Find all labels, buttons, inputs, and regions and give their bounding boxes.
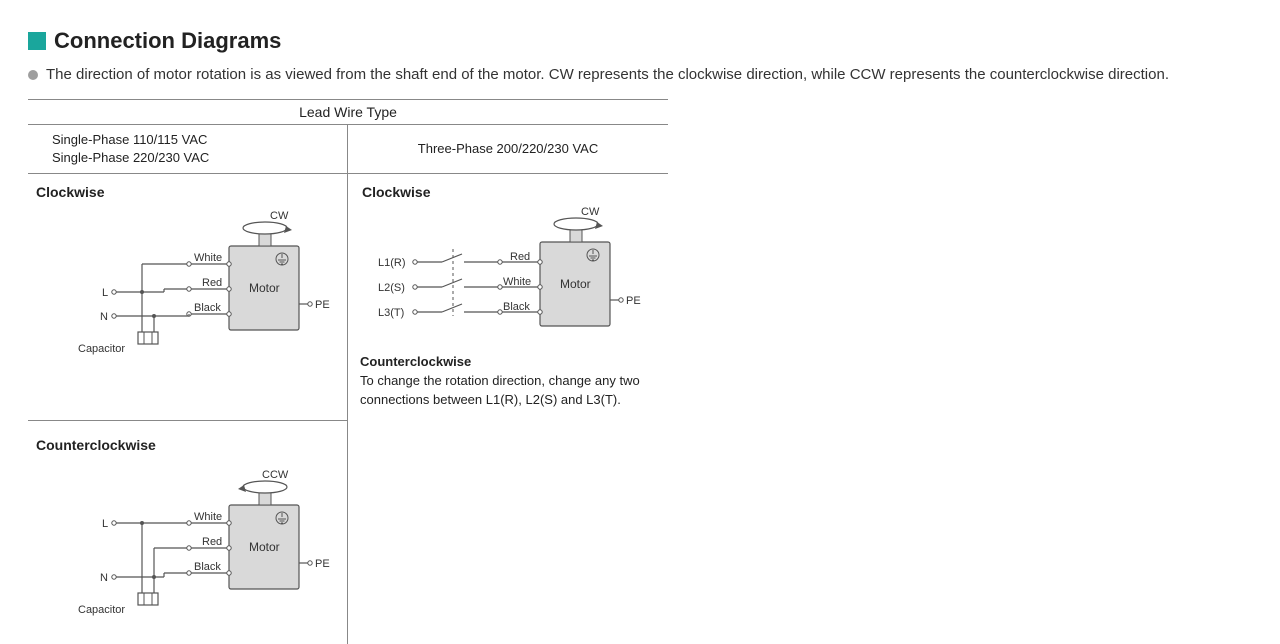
connection-table: Lead Wire Type Single-Phase 110/115 VAC …	[28, 99, 668, 644]
svg-text:N: N	[100, 572, 108, 584]
label-clockwise-tp: Clockwise	[360, 184, 662, 200]
svg-text:CW: CW	[581, 206, 600, 218]
intro-row: The direction of motor rotation is as vi…	[28, 64, 1252, 87]
n-label: N	[100, 311, 108, 323]
motor-label: Motor	[249, 281, 280, 295]
label-counterclockwise-tp: Counterclockwise	[360, 353, 662, 372]
single-phase-line1: Single-Phase 110/115 VAC	[52, 131, 335, 149]
svg-text:Black: Black	[503, 301, 530, 313]
svg-text:L2(S): L2(S)	[378, 282, 405, 294]
row-clockwise: Clockwise Motor CW PE	[28, 174, 668, 422]
diagram-three-phase-cw: Motor CW PE Red White Black	[360, 204, 660, 334]
intro-text: The direction of motor rotation is as vi…	[46, 64, 1169, 87]
svg-text:CCW: CCW	[262, 469, 289, 481]
three-phase-ccw-block: Counterclockwise To change the rotation …	[360, 353, 662, 410]
white-label: White	[194, 252, 222, 264]
svg-text:White: White	[194, 511, 222, 523]
page-title: Connection Diagrams	[54, 28, 281, 54]
title-accent-square	[28, 32, 46, 50]
cw-label: CW	[270, 210, 289, 222]
diagram-single-phase-cw: Motor CW PE White Red Black	[34, 204, 334, 364]
svg-text:L: L	[102, 518, 108, 530]
red-label: Red	[202, 277, 222, 289]
l-label: L	[102, 287, 108, 299]
svg-text:PE: PE	[626, 295, 641, 307]
svg-text:Capacitor: Capacitor	[78, 604, 125, 616]
table-header-three-phase: Three-Phase 200/220/230 VAC	[348, 125, 668, 173]
pe-label: PE	[315, 299, 330, 311]
table-header-single-phase: Single-Phase 110/115 VAC Single-Phase 22…	[28, 125, 348, 173]
title-row: Connection Diagrams	[28, 28, 1252, 54]
cell-single-phase-ccw: Counterclockwise Motor CCW PE	[28, 421, 348, 644]
table-subheaders: Single-Phase 110/115 VAC Single-Phase 22…	[28, 125, 668, 174]
label-counterclockwise-sp: Counterclockwise	[34, 437, 341, 453]
diagram-single-phase-ccw: Motor CCW PE White Red Black	[34, 457, 334, 627]
single-phase-line2: Single-Phase 220/230 VAC	[52, 149, 335, 167]
table-span-header: Lead Wire Type	[28, 100, 668, 125]
svg-text:Motor: Motor	[249, 540, 280, 554]
row-counterclockwise: Counterclockwise Motor CCW PE	[28, 421, 668, 644]
svg-text:L3(T): L3(T)	[378, 307, 404, 319]
svg-text:Black: Black	[194, 561, 221, 573]
svg-text:Motor: Motor	[560, 277, 591, 291]
three-phase-ccw-note: To change the rotation direction, change…	[360, 372, 662, 410]
svg-text:L1(R): L1(R)	[378, 257, 406, 269]
svg-text:Red: Red	[202, 536, 222, 548]
label-clockwise-sp: Clockwise	[34, 184, 341, 200]
cell-three-phase: Clockwise Motor CW PE Red	[348, 174, 668, 422]
cell-empty	[348, 421, 668, 644]
bullet-icon	[28, 70, 38, 80]
svg-text:PE: PE	[315, 558, 330, 570]
black-label: Black	[194, 302, 221, 314]
svg-text:White: White	[503, 276, 531, 288]
cell-single-phase-cw: Clockwise Motor CW PE	[28, 174, 348, 422]
svg-text:Red: Red	[510, 251, 530, 263]
capacitor-label: Capacitor	[78, 343, 125, 355]
